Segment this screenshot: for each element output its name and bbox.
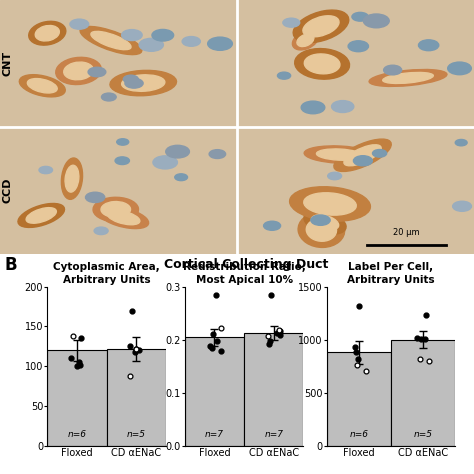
Circle shape — [364, 14, 389, 28]
Ellipse shape — [304, 54, 340, 74]
Circle shape — [208, 37, 232, 50]
Bar — [391, 340, 455, 446]
Text: n=7: n=7 — [264, 430, 283, 439]
Circle shape — [123, 75, 138, 83]
Ellipse shape — [122, 75, 165, 91]
Ellipse shape — [93, 197, 138, 222]
Ellipse shape — [295, 48, 349, 79]
Text: n=6: n=6 — [67, 430, 87, 439]
Ellipse shape — [65, 165, 79, 192]
Ellipse shape — [303, 16, 339, 37]
Ellipse shape — [369, 70, 447, 86]
Ellipse shape — [383, 73, 433, 83]
Circle shape — [153, 156, 177, 169]
Circle shape — [88, 67, 106, 77]
Ellipse shape — [26, 208, 56, 223]
Ellipse shape — [317, 149, 362, 160]
Ellipse shape — [29, 21, 66, 45]
Ellipse shape — [35, 26, 59, 41]
Circle shape — [311, 215, 330, 225]
Circle shape — [383, 65, 401, 75]
Ellipse shape — [292, 31, 319, 50]
Circle shape — [453, 201, 472, 211]
Text: CCD: CCD — [2, 177, 12, 203]
Ellipse shape — [311, 215, 339, 230]
Circle shape — [332, 100, 354, 112]
Circle shape — [115, 157, 129, 164]
Ellipse shape — [344, 145, 381, 166]
Circle shape — [94, 227, 108, 235]
Ellipse shape — [306, 219, 337, 241]
Circle shape — [448, 62, 471, 75]
Circle shape — [117, 139, 129, 145]
Circle shape — [122, 29, 142, 41]
Circle shape — [277, 72, 291, 79]
Ellipse shape — [293, 10, 349, 43]
Text: B: B — [5, 256, 18, 274]
Ellipse shape — [56, 57, 101, 84]
Text: 20 μm: 20 μm — [393, 228, 420, 237]
Circle shape — [175, 174, 188, 181]
Ellipse shape — [110, 70, 176, 96]
Ellipse shape — [19, 75, 65, 97]
Text: n=5: n=5 — [413, 430, 433, 439]
Circle shape — [283, 18, 300, 27]
Bar — [327, 352, 391, 446]
Circle shape — [101, 93, 116, 101]
Ellipse shape — [304, 146, 374, 163]
Ellipse shape — [18, 203, 64, 228]
Ellipse shape — [80, 27, 142, 55]
Circle shape — [152, 29, 173, 41]
Ellipse shape — [298, 212, 345, 247]
Bar — [47, 350, 107, 446]
Ellipse shape — [290, 187, 370, 221]
Ellipse shape — [64, 62, 93, 80]
Title: Redistribution Ratio,
Most Apical 10%: Redistribution Ratio, Most Apical 10% — [182, 262, 306, 284]
Ellipse shape — [334, 139, 391, 172]
Bar — [107, 349, 166, 446]
Circle shape — [125, 78, 143, 88]
Circle shape — [455, 139, 467, 146]
Circle shape — [139, 38, 164, 51]
Circle shape — [182, 36, 201, 46]
Circle shape — [70, 19, 89, 29]
Circle shape — [373, 149, 387, 157]
Ellipse shape — [101, 201, 130, 218]
Ellipse shape — [27, 79, 57, 93]
Ellipse shape — [107, 210, 140, 225]
Ellipse shape — [297, 34, 314, 46]
Ellipse shape — [99, 207, 149, 228]
Circle shape — [328, 172, 342, 180]
Text: CNT: CNT — [2, 51, 12, 76]
Text: n=6: n=6 — [349, 430, 369, 439]
Circle shape — [354, 155, 373, 166]
Bar — [244, 333, 303, 446]
Ellipse shape — [61, 158, 82, 200]
Circle shape — [352, 12, 368, 21]
Circle shape — [301, 101, 325, 114]
Text: n=7: n=7 — [205, 430, 224, 439]
Circle shape — [419, 40, 439, 51]
Circle shape — [39, 166, 53, 173]
Text: n=5: n=5 — [127, 430, 146, 439]
Ellipse shape — [304, 211, 346, 234]
Circle shape — [209, 150, 226, 158]
Title: Label Per Cell,
Arbitrary Units: Label Per Cell, Arbitrary Units — [347, 262, 435, 284]
Title: Cytoplasmic Area,
Arbitrary Units: Cytoplasmic Area, Arbitrary Units — [53, 262, 160, 284]
Ellipse shape — [91, 31, 131, 50]
Circle shape — [85, 192, 105, 202]
Circle shape — [166, 146, 190, 158]
Bar — [185, 337, 244, 446]
Circle shape — [264, 221, 281, 230]
Text: Cortical Collecting Duct: Cortical Collecting Duct — [164, 258, 328, 271]
Ellipse shape — [304, 193, 356, 215]
Circle shape — [348, 41, 368, 52]
